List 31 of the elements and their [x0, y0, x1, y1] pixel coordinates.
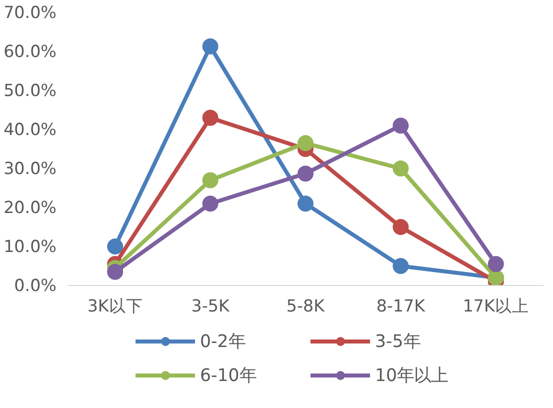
point: [107, 238, 124, 254]
legend-label: 3-5年: [375, 331, 422, 353]
y-tick-label: 50.0%: [4, 81, 57, 100]
point: [392, 258, 409, 274]
point: [107, 264, 124, 280]
point: [488, 256, 504, 272]
x-tick-label: 3-5K: [191, 296, 230, 316]
y-tick-label: 70.0%: [4, 3, 57, 22]
point: [392, 219, 409, 235]
point: [298, 135, 314, 152]
y-tick-label: 10.0%: [4, 237, 57, 256]
x-tick-label: 3K以下: [87, 296, 143, 316]
y-tick-label: 20.0%: [4, 198, 57, 217]
y-tick-label: 40.0%: [4, 120, 57, 139]
legend-label: 6-10年: [200, 365, 258, 387]
x-tick-label: 17K以上: [462, 296, 529, 316]
x-tick-label: 5-8K: [286, 296, 326, 316]
x-tick-label: 8-17K: [376, 296, 426, 316]
point: [202, 196, 218, 212]
point: [392, 160, 409, 176]
y-tick-label: 0.0%: [14, 276, 57, 295]
point: [202, 38, 218, 54]
point: [202, 172, 218, 188]
point: [298, 196, 314, 212]
legend-label: 0-2年: [200, 331, 246, 353]
y-tick-label: 60.0%: [4, 42, 57, 61]
y-tick-label: 30.0%: [4, 159, 57, 178]
point: [298, 166, 314, 182]
legend-label: 10年以上: [375, 365, 450, 387]
point: [202, 110, 218, 126]
point: [392, 118, 409, 134]
